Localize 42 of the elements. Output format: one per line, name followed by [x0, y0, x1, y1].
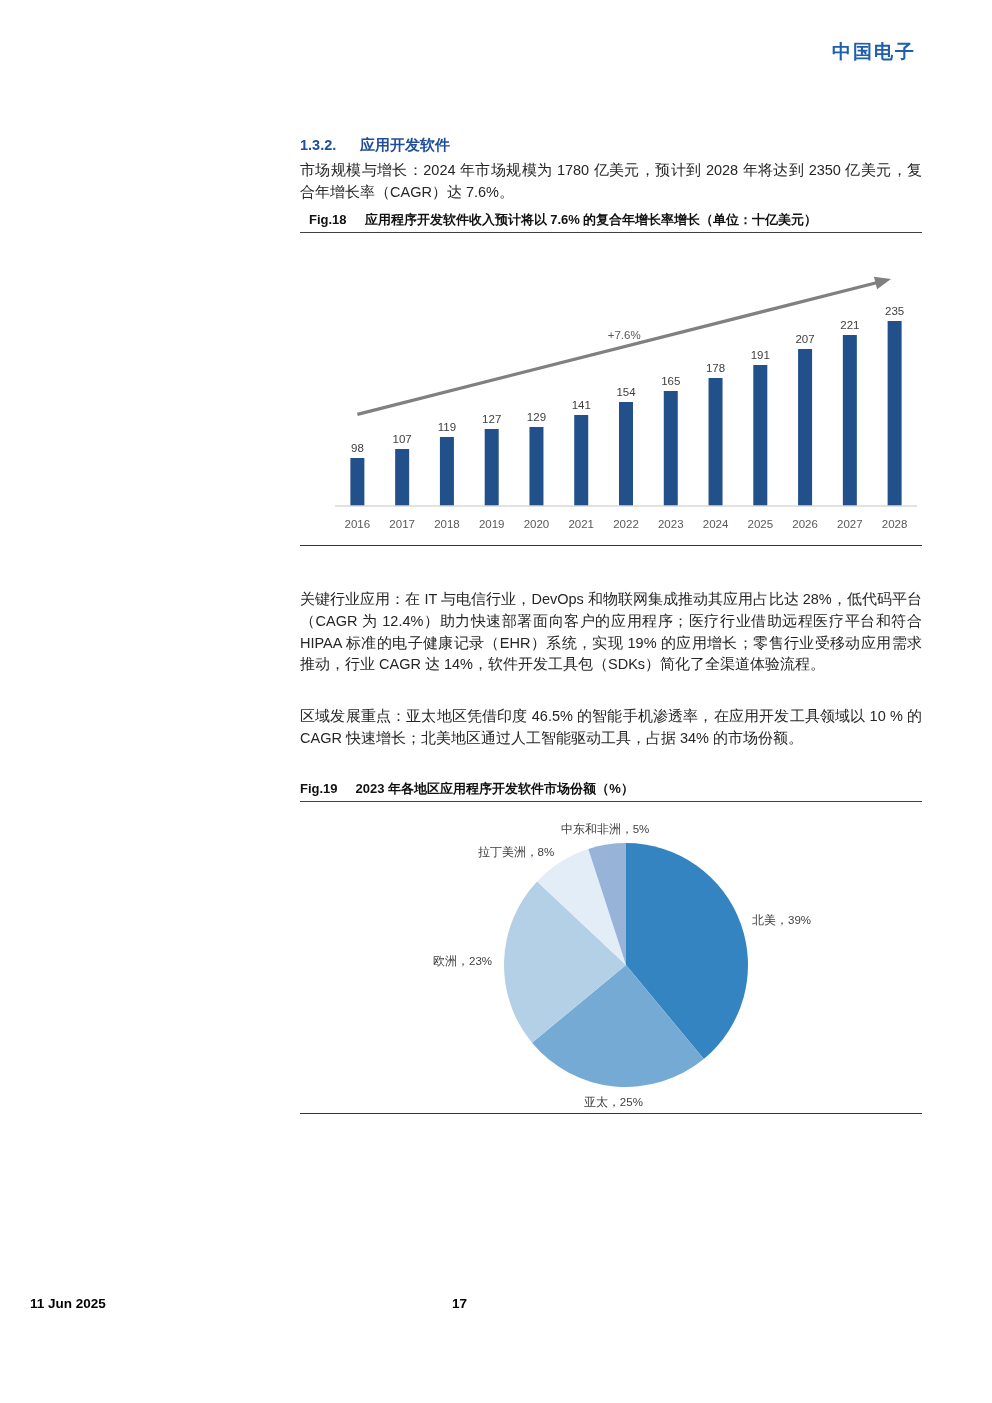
data-label: 拉丁美洲，8% — [477, 845, 555, 858]
x-tick-label: 2016 — [344, 518, 371, 530]
data-label: 129 — [526, 411, 547, 423]
title: Fig.18 应用程序开发软件收入预计将以 7.6% 的复合年增长率增长（单位：十亿美元） — [300, 212, 922, 233]
annotation: 区域发展重点：亚太地区凭借印度 46.5% 的智能手机渗透率，在应用开发工具领域以 10 % 的 CAGR 快速增长；北美地区通过人工智能驱动工具，占据 34% 的市场份额。 — [300, 707, 922, 748]
x-tick-label: 2024 — [702, 518, 729, 530]
annotation: 市场规模与增长：2024 年市场规模为 1780 亿美元，预计到 2028 年将达到 2350 亿美元，复合年增长率（CAGR）达 7.6%。 — [300, 161, 922, 202]
data-label: 165 — [661, 375, 681, 387]
data-label: 127 — [482, 413, 502, 425]
annotation: +7.6% — [607, 328, 641, 341]
annotation: 11 Jun 2025 — [30, 1295, 106, 1313]
data-label: 亚太，25% — [583, 1096, 643, 1109]
annotation: 关键行业应用：在 IT 与电信行业，DevOps 和物联网集成推动其应用占比达 28%，低代码平台（CAGR 为 12.4%）助力快速部署面向客户的应用程序；医疗行业借助远程医疗平台和符合 HIPAA 标准的电子健康记录（EHR）系统，实现 19% 的应用增长；零售行业受移动应用需求推动，行业 CAGR 达 14%，软件开发工具包（SDKs）简化了全渠道体验流程。 — [300, 590, 922, 675]
x-tick-label: 2023 — [657, 518, 684, 530]
annotation: 中国电子 — [832, 40, 916, 64]
x-tick-label: 2018 — [434, 518, 460, 530]
x-tick-label: 2027 — [837, 518, 863, 530]
data-label: 107 — [392, 433, 412, 445]
data-label: 221 — [840, 319, 860, 331]
x-tick-label: 2025 — [747, 518, 774, 530]
x-tick-label: 2026 — [792, 518, 818, 530]
data-label: 中东和非洲，5% — [560, 822, 650, 835]
annotation: 应用开发软件 — [360, 136, 450, 155]
x-tick-label: 2022 — [613, 518, 639, 530]
data-label: 235 — [885, 305, 905, 317]
data-label: 178 — [705, 362, 726, 374]
title: Fig.19 2023 年各地区应用程序开发软件市场份额（%） — [300, 781, 922, 802]
x-tick-label: 2028 — [881, 518, 908, 530]
data-label: 119 — [437, 421, 457, 433]
data-label: 98 — [351, 442, 364, 454]
annotation: 17 — [452, 1295, 468, 1313]
data-label: 欧洲，23% — [433, 954, 493, 967]
x-tick-label: 2019 — [478, 518, 505, 530]
data-label: 191 — [750, 349, 770, 361]
data-label: 北美，39% — [752, 913, 812, 926]
data-label: 207 — [795, 333, 815, 345]
data-label: 154 — [616, 386, 636, 398]
x-tick-label: 2017 — [389, 518, 415, 530]
x-tick-label: 2020 — [523, 518, 550, 530]
x-tick-label: 2021 — [568, 518, 595, 530]
data-label: 141 — [571, 399, 591, 411]
annotation: 1.3.2. — [300, 136, 337, 155]
